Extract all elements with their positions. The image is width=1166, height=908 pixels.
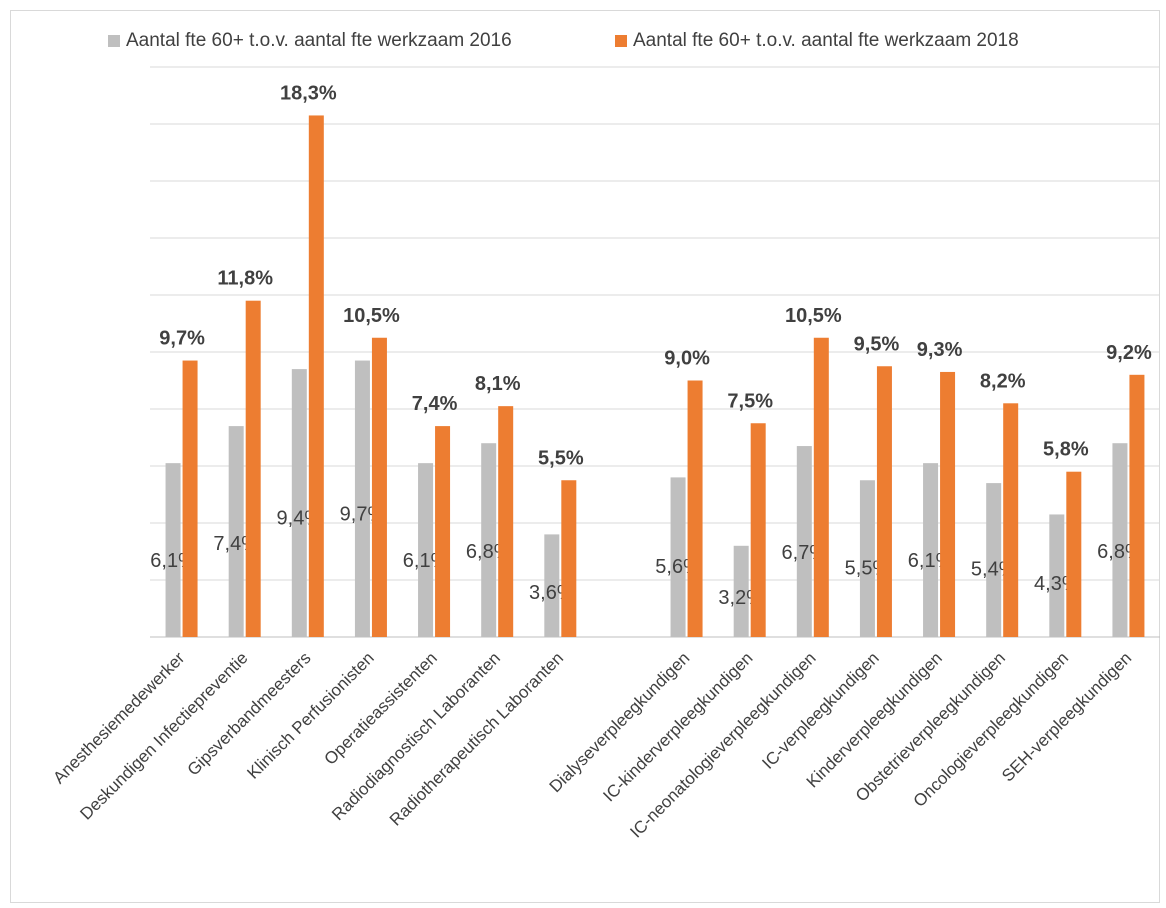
category-label: Klinisch Perfusionisten (243, 648, 377, 782)
legend-label-2018: Aantal fte 60+ t.o.v. aantal fte werkzaa… (633, 30, 1019, 51)
bar-2018 (498, 406, 514, 637)
data-label-2018: 9,0% (664, 348, 710, 370)
data-label-2018: 7,5% (727, 390, 773, 412)
bar-2016 (670, 477, 686, 637)
bar-2018 (371, 337, 387, 637)
data-label-2018: 9,7% (159, 328, 205, 350)
legend-swatch-2016 (108, 35, 120, 47)
data-label-2018: 10,5% (785, 305, 842, 327)
category-label: SEH-verpleegkundigen (998, 648, 1135, 785)
bar-2016 (291, 369, 307, 637)
bar-2016 (1049, 514, 1065, 637)
bar-2018 (245, 300, 261, 637)
bar-2016 (986, 483, 1002, 637)
data-label-2018: 9,3% (917, 339, 963, 361)
bar-2016 (481, 443, 497, 637)
category-label: IC-verpleegkundigen (758, 648, 882, 772)
data-label-2018: 8,2% (980, 370, 1026, 392)
bar-2018 (308, 115, 324, 637)
bar-2016 (418, 463, 434, 637)
category-label: Gipsverbandmeesters (184, 648, 315, 779)
bar-2016 (796, 446, 812, 637)
bar-2018 (1129, 374, 1145, 637)
bar-2018 (1003, 403, 1019, 637)
data-label-2018: 5,5% (538, 447, 584, 469)
legend-item-2016: Aantal fte 60+ t.o.v. aantal fte werkzaa… (108, 30, 512, 52)
bar-2018 (940, 371, 956, 637)
bar-2018 (813, 337, 829, 637)
bar-2016 (544, 534, 560, 637)
category-label: Operatieassistenten (321, 648, 441, 768)
legend: Aantal fte 60+ t.o.v. aantal fte werkzaa… (0, 30, 1166, 60)
bar-2018 (1066, 471, 1082, 637)
bar-2018 (435, 426, 451, 637)
bar-2016 (923, 463, 939, 637)
legend-item-2018: Aantal fte 60+ t.o.v. aantal fte werkzaa… (615, 30, 1019, 52)
data-label-2018: 5,8% (1043, 439, 1089, 461)
data-label-2018: 7,4% (412, 393, 458, 415)
data-label-2018: 18,3% (280, 82, 337, 104)
bar-2016 (228, 426, 244, 637)
bar-2016 (733, 545, 749, 637)
bar-2018 (750, 423, 766, 637)
legend-label-2016: Aantal fte 60+ t.o.v. aantal fte werkzaa… (126, 30, 512, 51)
bar-2016 (354, 360, 370, 637)
bar-2018 (561, 480, 577, 637)
chart-frame (10, 10, 1160, 903)
bar-2018 (182, 360, 198, 637)
bar-2016 (165, 463, 181, 637)
data-label-2018: 10,5% (343, 305, 400, 327)
data-label-2018: 9,2% (1106, 342, 1152, 364)
bar-2018 (876, 366, 892, 637)
data-label-2018: 8,1% (475, 373, 521, 395)
bar-2016 (1112, 443, 1128, 637)
legend-swatch-2018 (615, 35, 627, 47)
data-label-2018: 11,8% (217, 268, 273, 290)
bar-2016 (859, 480, 875, 637)
data-label-2018: 9,5% (854, 333, 900, 355)
bar-2018 (687, 380, 703, 637)
